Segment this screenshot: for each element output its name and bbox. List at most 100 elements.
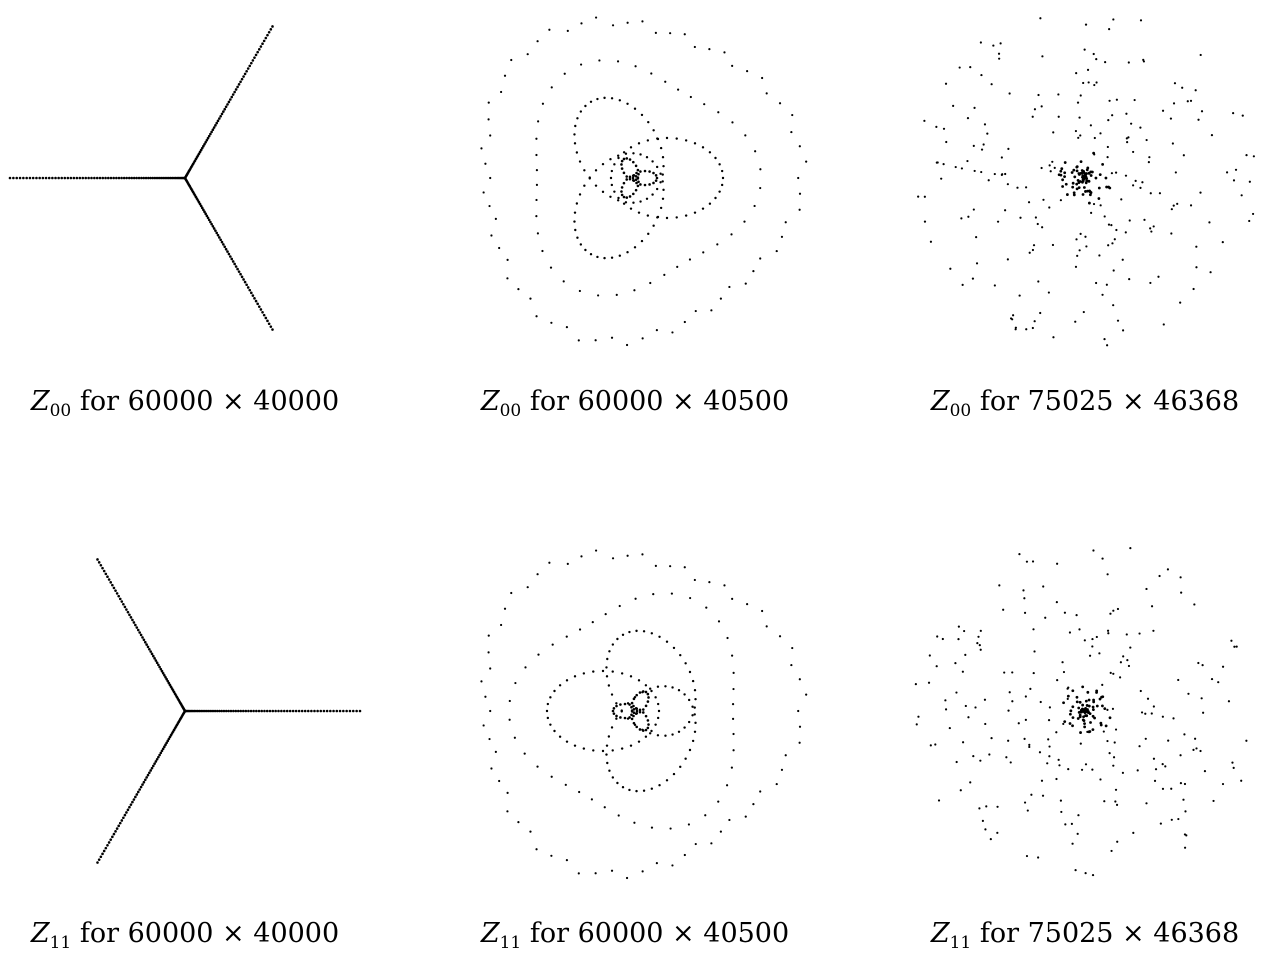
zero-dot <box>1171 142 1174 145</box>
zero-dot <box>611 776 615 779</box>
zero-dot <box>136 628 140 632</box>
zero-dot <box>1107 223 1111 226</box>
zero-dot <box>661 180 664 183</box>
zero-dot <box>798 741 801 744</box>
zero-dot <box>632 704 635 708</box>
zero-dot <box>744 815 747 818</box>
zero-dot <box>163 673 166 677</box>
panel-plot-5 <box>480 549 808 880</box>
zero-dot <box>941 637 944 641</box>
zero-dot <box>731 717 735 720</box>
zero-dot <box>1109 671 1112 674</box>
zero-dot <box>642 630 646 633</box>
zero-dot <box>1199 749 1202 753</box>
zero-dot <box>637 180 640 184</box>
zero-dot <box>1057 173 1061 177</box>
zero-dot <box>125 608 128 611</box>
zero-dot <box>166 739 170 743</box>
zero-dot <box>611 749 614 752</box>
zero-dot <box>1140 711 1144 714</box>
zero-dot <box>257 305 261 308</box>
zero-dot <box>645 156 649 159</box>
zero-dot <box>588 177 591 180</box>
zero-dot <box>631 178 635 182</box>
zero-dot <box>96 558 99 561</box>
zero-dot <box>1083 725 1087 729</box>
zero-dot <box>1084 708 1088 712</box>
zero-dot <box>1106 344 1109 347</box>
zero-dot <box>761 76 764 80</box>
zero-dot <box>35 176 38 180</box>
zero-dot <box>535 215 538 218</box>
zero-dot <box>1033 320 1036 323</box>
zero-dot <box>1075 187 1079 191</box>
zero-dot <box>1145 138 1148 142</box>
zero-dot <box>648 183 651 186</box>
zero-dot <box>1110 224 1113 227</box>
zero-dot <box>1128 219 1131 222</box>
zero-dot <box>1056 562 1059 565</box>
zero-dot <box>917 715 920 718</box>
zero-dot <box>1085 172 1088 175</box>
zero-dot <box>140 176 143 180</box>
zero-dot <box>166 679 170 683</box>
zero-dot <box>622 195 626 199</box>
zero-dot <box>261 42 264 46</box>
zero-dot <box>639 200 642 203</box>
zero-dot <box>145 643 148 646</box>
zero-dot <box>1088 190 1092 194</box>
zero-dot <box>604 613 607 616</box>
zero-dot <box>1112 609 1115 612</box>
zero-dot <box>1138 745 1141 748</box>
zero-dot <box>635 707 639 711</box>
zero-dot <box>132 621 136 624</box>
zero-dot <box>1087 711 1091 715</box>
zero-dot <box>731 597 734 600</box>
zero-dot <box>1170 787 1173 790</box>
zero-dot <box>1008 691 1011 694</box>
zero-dot <box>955 691 958 694</box>
zero-dot <box>691 705 694 708</box>
zero-dot <box>584 104 587 108</box>
zero-dot <box>31 176 35 180</box>
zero-dot <box>579 63 583 66</box>
zero-dot <box>675 216 678 219</box>
zero-dot <box>549 723 552 726</box>
zero-dot <box>628 703 631 706</box>
zero-dot <box>202 208 205 212</box>
zero-dot <box>798 725 802 728</box>
zero-dot <box>1081 193 1085 196</box>
zero-dot <box>54 176 57 180</box>
zero-dot <box>1106 156 1109 159</box>
zero-dot <box>1179 782 1183 785</box>
zero-dot <box>242 278 245 281</box>
zero-dot <box>253 297 256 300</box>
zero-dot <box>999 42 1002 45</box>
zero-dot <box>1200 697 1203 700</box>
zero-dot <box>536 232 540 235</box>
zero-dot <box>665 136 669 140</box>
zero-dot <box>978 644 981 647</box>
zero-dot <box>980 170 983 174</box>
zero-dot <box>514 681 517 685</box>
zero-dot <box>615 704 618 708</box>
zero-dot <box>109 581 113 584</box>
zero-dot <box>1150 230 1153 233</box>
zero-dot <box>487 101 490 104</box>
zero-dot <box>601 162 605 166</box>
zero-dot <box>717 800 720 803</box>
zero-dot <box>1089 124 1092 127</box>
zero-dot <box>1042 585 1045 588</box>
zero-dot <box>248 64 252 68</box>
zero-dot <box>1079 742 1082 745</box>
zero-dot <box>1084 699 1088 703</box>
zero-dot <box>1134 179 1137 183</box>
zero-dot <box>231 260 235 263</box>
zero-dot <box>1103 215 1106 218</box>
zero-dot <box>112 832 116 836</box>
zero-dot <box>256 302 259 306</box>
zero-dot <box>149 769 152 772</box>
zero-dot <box>1113 238 1116 241</box>
zero-dot <box>316 709 319 713</box>
zero-dot <box>1100 695 1103 699</box>
